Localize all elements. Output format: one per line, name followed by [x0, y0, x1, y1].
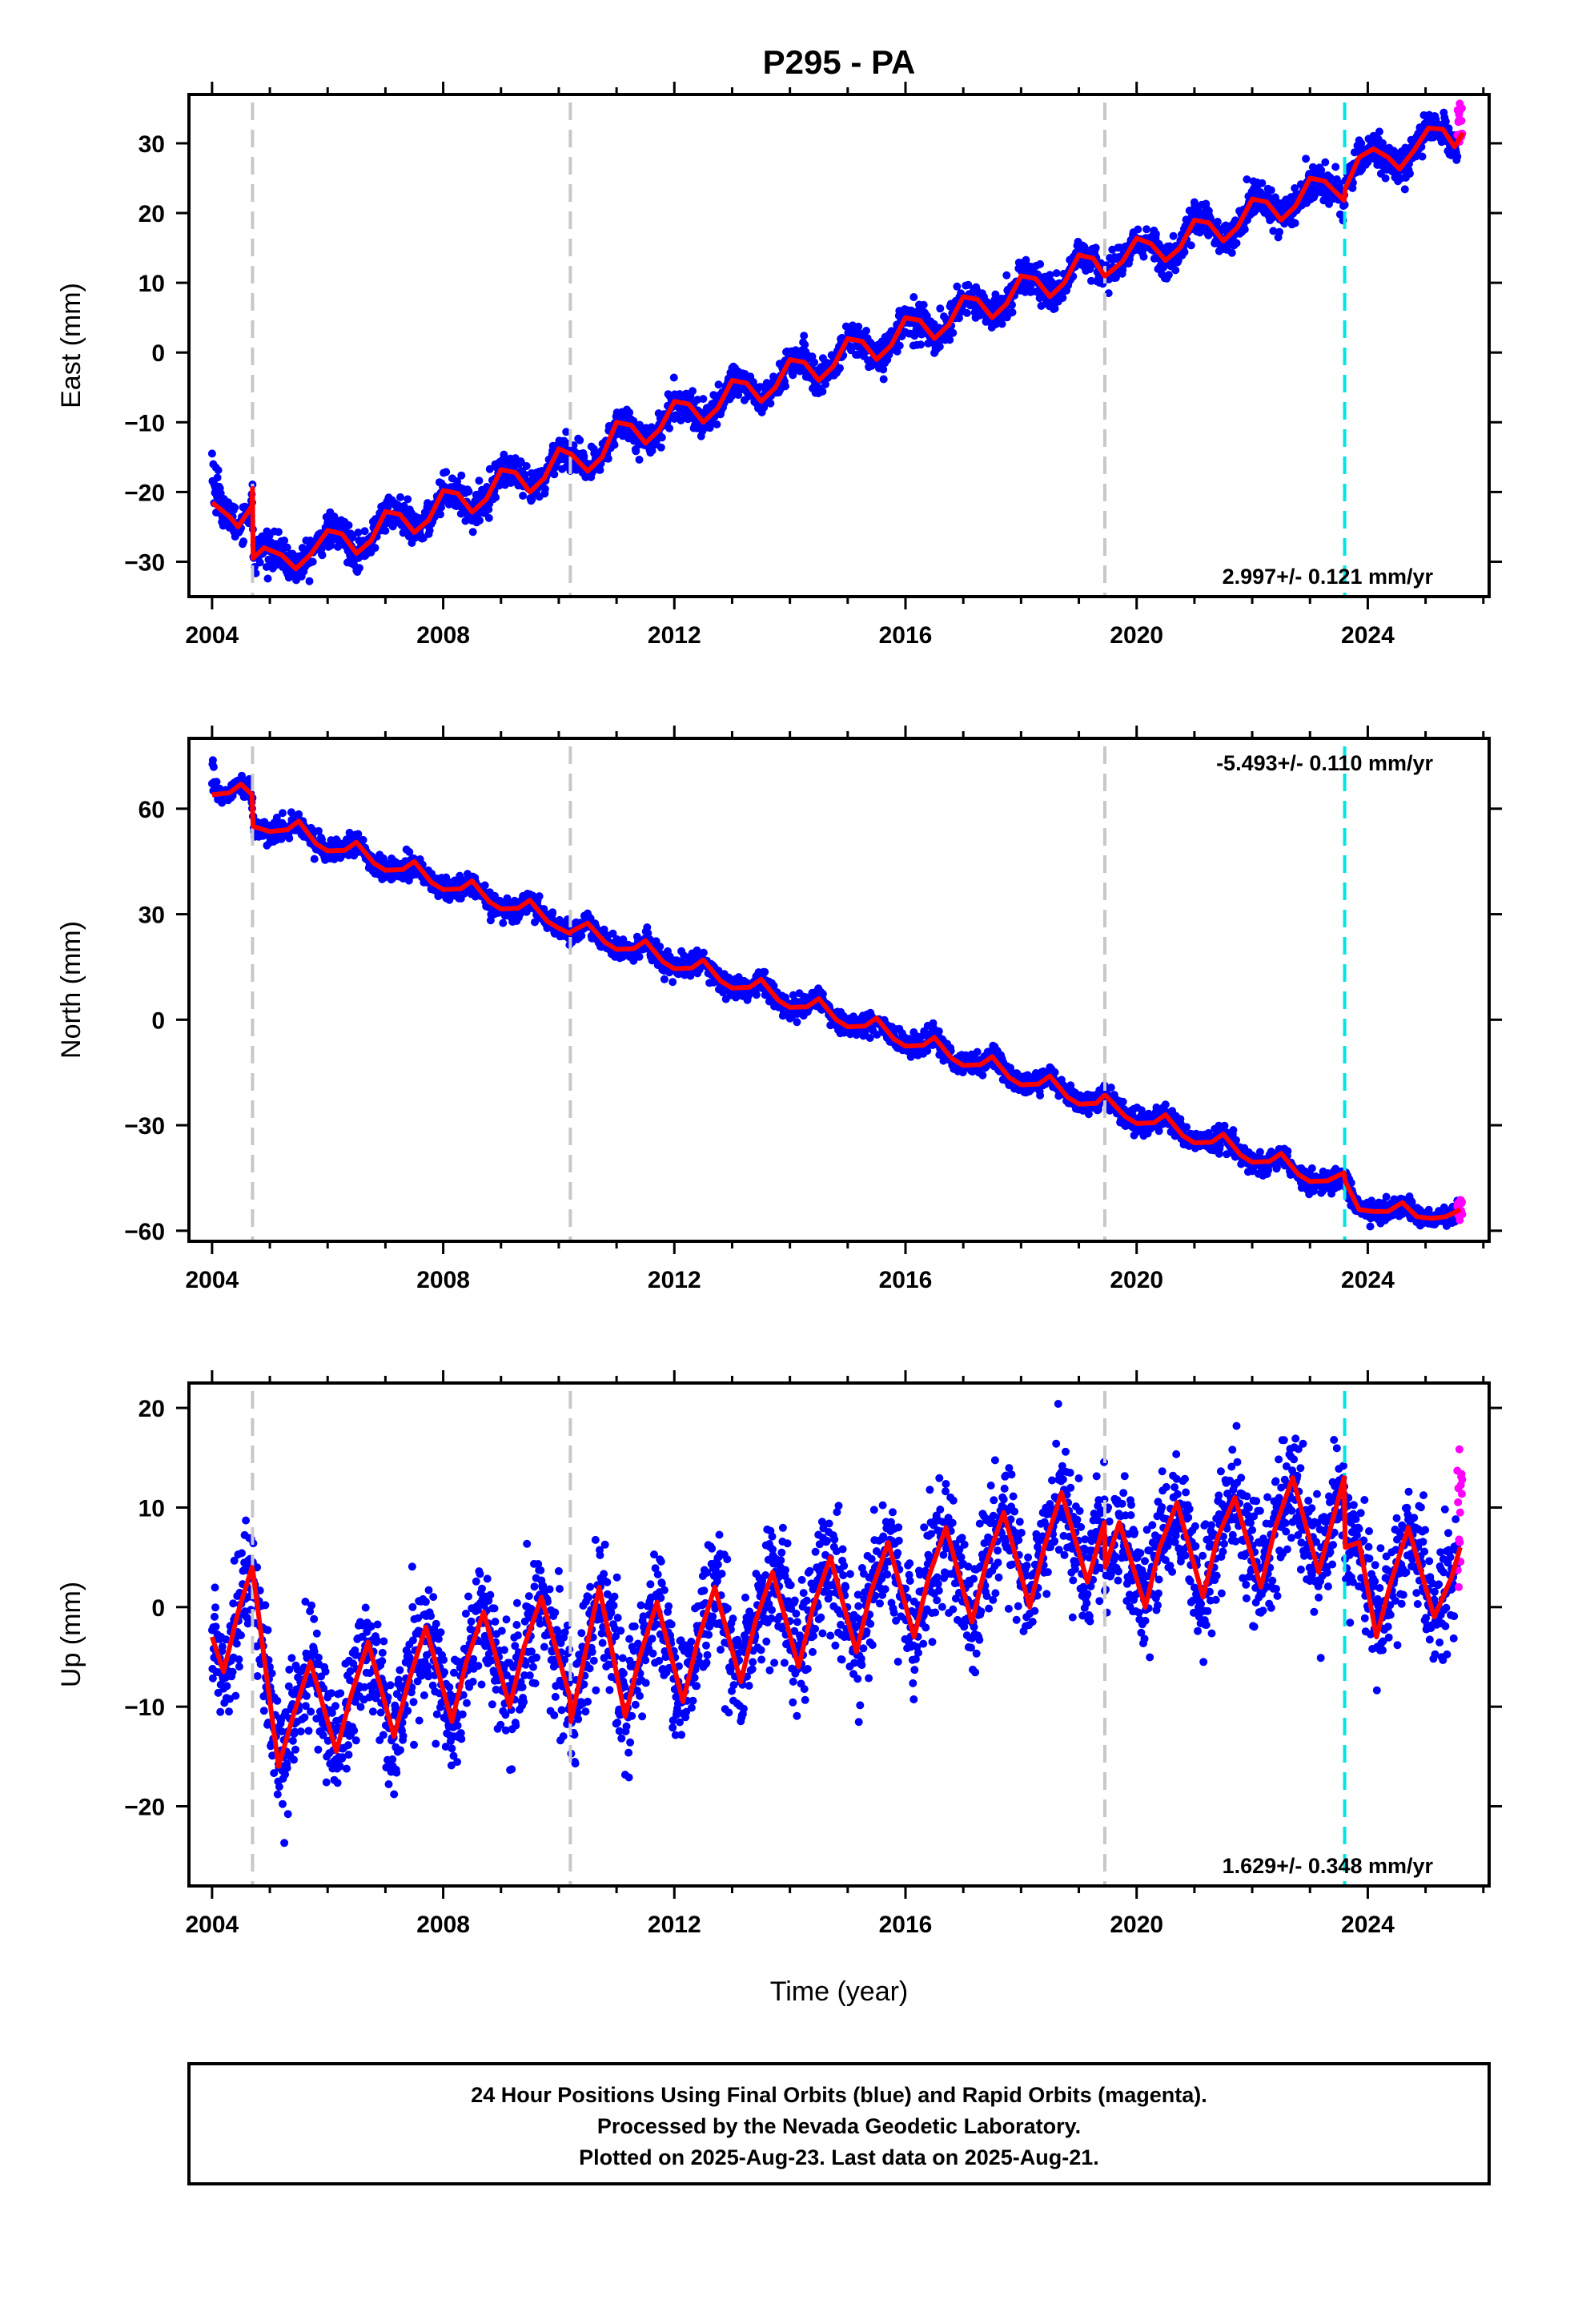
x-tick-label: 2004 — [185, 622, 239, 649]
x-tick-label: 2012 — [648, 1267, 701, 1293]
y-tick-label: 10 — [139, 1495, 165, 1522]
y-axis-label: North (mm) — [56, 921, 86, 1059]
y-axis-label: Up (mm) — [56, 1582, 86, 1687]
rapid-orbit-point — [1458, 1475, 1467, 1484]
x-tick-label: 2024 — [1341, 1267, 1395, 1293]
footer-border — [187, 2062, 1491, 2185]
footer-line: Processed by the Nevada Geodetic Laborat… — [597, 2114, 1081, 2138]
y-tick-label: −30 — [124, 1113, 165, 1140]
x-tick-label: 2012 — [648, 622, 701, 649]
x-tick-label: 2024 — [1341, 622, 1395, 649]
x-tick-label: 2020 — [1110, 1912, 1163, 1938]
rapid-orbit-point — [1454, 1498, 1463, 1506]
final-orbit-dots — [207, 108, 1462, 585]
y-tick-label: 30 — [139, 131, 165, 158]
final-orbit-dots — [207, 1400, 1462, 1848]
x-tick-label: 2024 — [1341, 1912, 1395, 1938]
plot-frame — [187, 93, 1491, 598]
final-orbit-dots — [207, 756, 1462, 1231]
x-axis-label: Time (year) — [770, 1976, 909, 2007]
x-tick-label: 2020 — [1110, 1267, 1163, 1293]
model-fit-line — [210, 1475, 1463, 1769]
x-tick-label: 2004 — [185, 1912, 239, 1938]
velocity-label: 1.629+/- 0.348 mm/yr — [1223, 1854, 1434, 1878]
y-tick-label: −10 — [124, 410, 165, 436]
plot-frame — [187, 737, 1491, 1243]
footer-box: 24 Hour Positions Using Final Orbits (bl… — [187, 2062, 1491, 2185]
x-tick-label: 2008 — [416, 1267, 470, 1293]
y-tick-label: −10 — [124, 1695, 165, 1721]
y-tick-label: 20 — [139, 1396, 165, 1422]
velocity-label: 2.997+/- 0.121 mm/yr — [1223, 565, 1434, 589]
footer-line: 24 Hour Positions Using Final Orbits (bl… — [471, 2083, 1207, 2107]
final-orbit-points — [207, 108, 1462, 585]
footer-line: Plotted on 2025-Aug-23. Last data on 202… — [579, 2145, 1099, 2169]
x-tick-label: 2016 — [879, 1267, 933, 1293]
rapid-orbit-point — [1457, 116, 1466, 125]
north-panel: 2004 2008 2012 2016 2020 2024 −60 −30 0 30 60 North… — [56, 726, 1502, 1293]
model-fit-line — [211, 125, 1466, 572]
y-tick-label: 30 — [139, 903, 165, 929]
rapid-orbit-point — [1457, 1197, 1466, 1206]
x-tick-label: 2008 — [416, 622, 470, 649]
figure-title: P295 - PA — [763, 43, 916, 81]
rapid-orbit-point — [1455, 1582, 1464, 1591]
y-tick-label: −60 — [124, 1219, 165, 1245]
y-tick-label: 60 — [139, 797, 165, 823]
up-panel: 2004 2008 2012 2016 2020 2024 −20 −10 0 10 20 Up (m… — [56, 1370, 1502, 1938]
y-tick-label: −30 — [124, 549, 165, 576]
rapid-orbit-point — [1457, 104, 1466, 113]
east-panel: 2004 2008 2012 2016 2020 2024 −30 −20 −10 0 10 20 30… — [56, 82, 1502, 649]
x-tick-label: 2012 — [648, 1912, 701, 1938]
x-tick-label: 2008 — [416, 1912, 470, 1938]
rapid-orbit-point — [1457, 1490, 1466, 1498]
y-tick-label: 10 — [139, 271, 165, 297]
y-axis-label: East (mm) — [56, 283, 86, 408]
y-tick-label: −20 — [124, 480, 165, 506]
y-tick-label: 0 — [151, 1595, 165, 1622]
rapid-orbit-point — [1456, 1508, 1464, 1517]
rapid-orbit-point — [1455, 1445, 1464, 1454]
rapid-orbit-points — [1453, 1196, 1467, 1224]
y-tick-label: 0 — [151, 1007, 165, 1034]
rapid-orbit-point — [1456, 1538, 1464, 1546]
rapid-orbit-points — [1453, 99, 1467, 147]
y-tick-label: 0 — [151, 340, 165, 367]
y-tick-label: −20 — [124, 1795, 165, 1821]
plot-frame — [187, 1381, 1491, 1888]
x-tick-label: 2020 — [1110, 622, 1163, 649]
final-orbit-points — [207, 1400, 1462, 1848]
model-fit-line — [211, 782, 1462, 1221]
x-tick-label: 2016 — [879, 1912, 933, 1938]
x-tick-label: 2016 — [879, 622, 933, 649]
velocity-label: -5.493+/- 0.110 mm/yr — [1216, 751, 1433, 775]
x-tick-label: 2004 — [185, 1267, 239, 1293]
final-orbit-points — [207, 756, 1462, 1231]
y-tick-label: 20 — [139, 201, 165, 227]
